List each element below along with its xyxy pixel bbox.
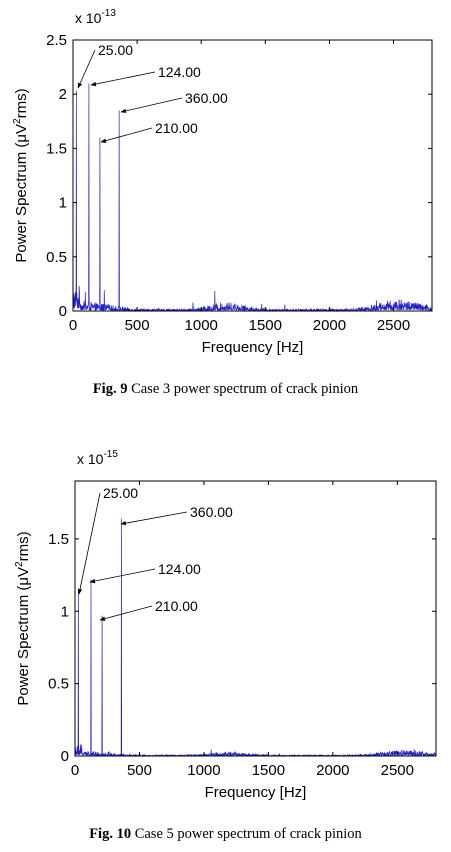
x-tick-label: 0	[69, 317, 77, 334]
y-tick-label: 0.5	[46, 249, 67, 266]
caption-label: Fig. 9	[92, 381, 128, 397]
x-tick-label: 1500	[249, 317, 282, 334]
x-tick-label: 1000	[185, 317, 218, 334]
peak-arrow	[89, 568, 156, 584]
x-tick-label: 2000	[313, 317, 346, 334]
peak-label: 210.00	[155, 120, 198, 136]
peak-arrow	[120, 97, 183, 114]
y-tick-label: 1	[61, 603, 69, 620]
x-axis-label: Frequency [Hz]	[205, 784, 307, 801]
y-multiplier-label: x 10-15	[77, 449, 118, 467]
caption-text: Case 5 power spectrum of crack pinion	[134, 826, 362, 842]
peak-label: 210.00	[155, 598, 198, 614]
y-multiplier-label: x 10-13	[75, 8, 116, 26]
peak-label: 360.00	[190, 504, 233, 520]
y-tick-label: 0	[59, 303, 67, 320]
peak-label: 124.00	[158, 561, 201, 577]
peak-label: 25.00	[103, 485, 138, 501]
x-tick-label: 1500	[252, 762, 285, 779]
spectrum-line	[74, 518, 437, 758]
plot-frame	[72, 39, 433, 312]
y-tick-label: 2.5	[46, 32, 67, 49]
peak-arrow	[90, 71, 156, 87]
x-tick-label: 500	[127, 762, 152, 779]
spectrum-line	[72, 83, 433, 313]
peak-arrow	[77, 492, 101, 595]
figure-caption-fig9: Fig. 9 Case 3 power spectrum of crack pi…	[0, 381, 451, 398]
x-tick-label: 2000	[316, 762, 349, 779]
plot-frame	[74, 480, 437, 757]
y-tick-label: 2	[59, 86, 67, 103]
caption-label: Fig. 10	[89, 826, 132, 842]
x-tick-label: 0	[71, 762, 79, 779]
peak-arrow	[77, 49, 96, 89]
peak-label: 25.00	[98, 42, 133, 58]
peak-arrow	[99, 605, 153, 621]
x-tick-label: 1000	[187, 762, 220, 779]
peak-label: 124.00	[158, 64, 201, 80]
x-axis-label: Frequency [Hz]	[202, 339, 304, 356]
x-tick-label: 2500	[381, 762, 414, 779]
peak-label: 360.00	[185, 90, 228, 106]
y-tick-label: 1.5	[48, 531, 69, 548]
x-tick-label: 500	[125, 317, 150, 334]
y-tick-label: 1	[59, 195, 67, 212]
power-spectrum-chart-case3: 0 500 1000 1500 2000 2500 0 0.5 1 1.5 2 2.5 x 10-13 F…	[12, 8, 433, 356]
x-tick-label: 2500	[377, 317, 410, 334]
figure-caption-fig10: Fig. 10 Case 5 power spectrum of crack p…	[0, 826, 451, 843]
power-spectrum-chart-case5: 0 500 1000 1500 2000 2500 0 0.5 1 1.5 x 10-15 Frequ…	[14, 449, 437, 801]
y-axis-label: Power Spectrum (μV2rms)	[14, 531, 32, 705]
y-tick-label: 1.5	[46, 140, 67, 157]
peak-arrow	[120, 511, 188, 526]
peak-arrow	[100, 127, 153, 143]
caption-text: Case 3 power spectrum of crack pinion	[131, 381, 359, 397]
y-tick-label: 0.5	[48, 676, 69, 693]
y-axis-label: Power Spectrum (μV2rms)	[12, 88, 30, 262]
y-tick-label: 0	[61, 748, 69, 765]
